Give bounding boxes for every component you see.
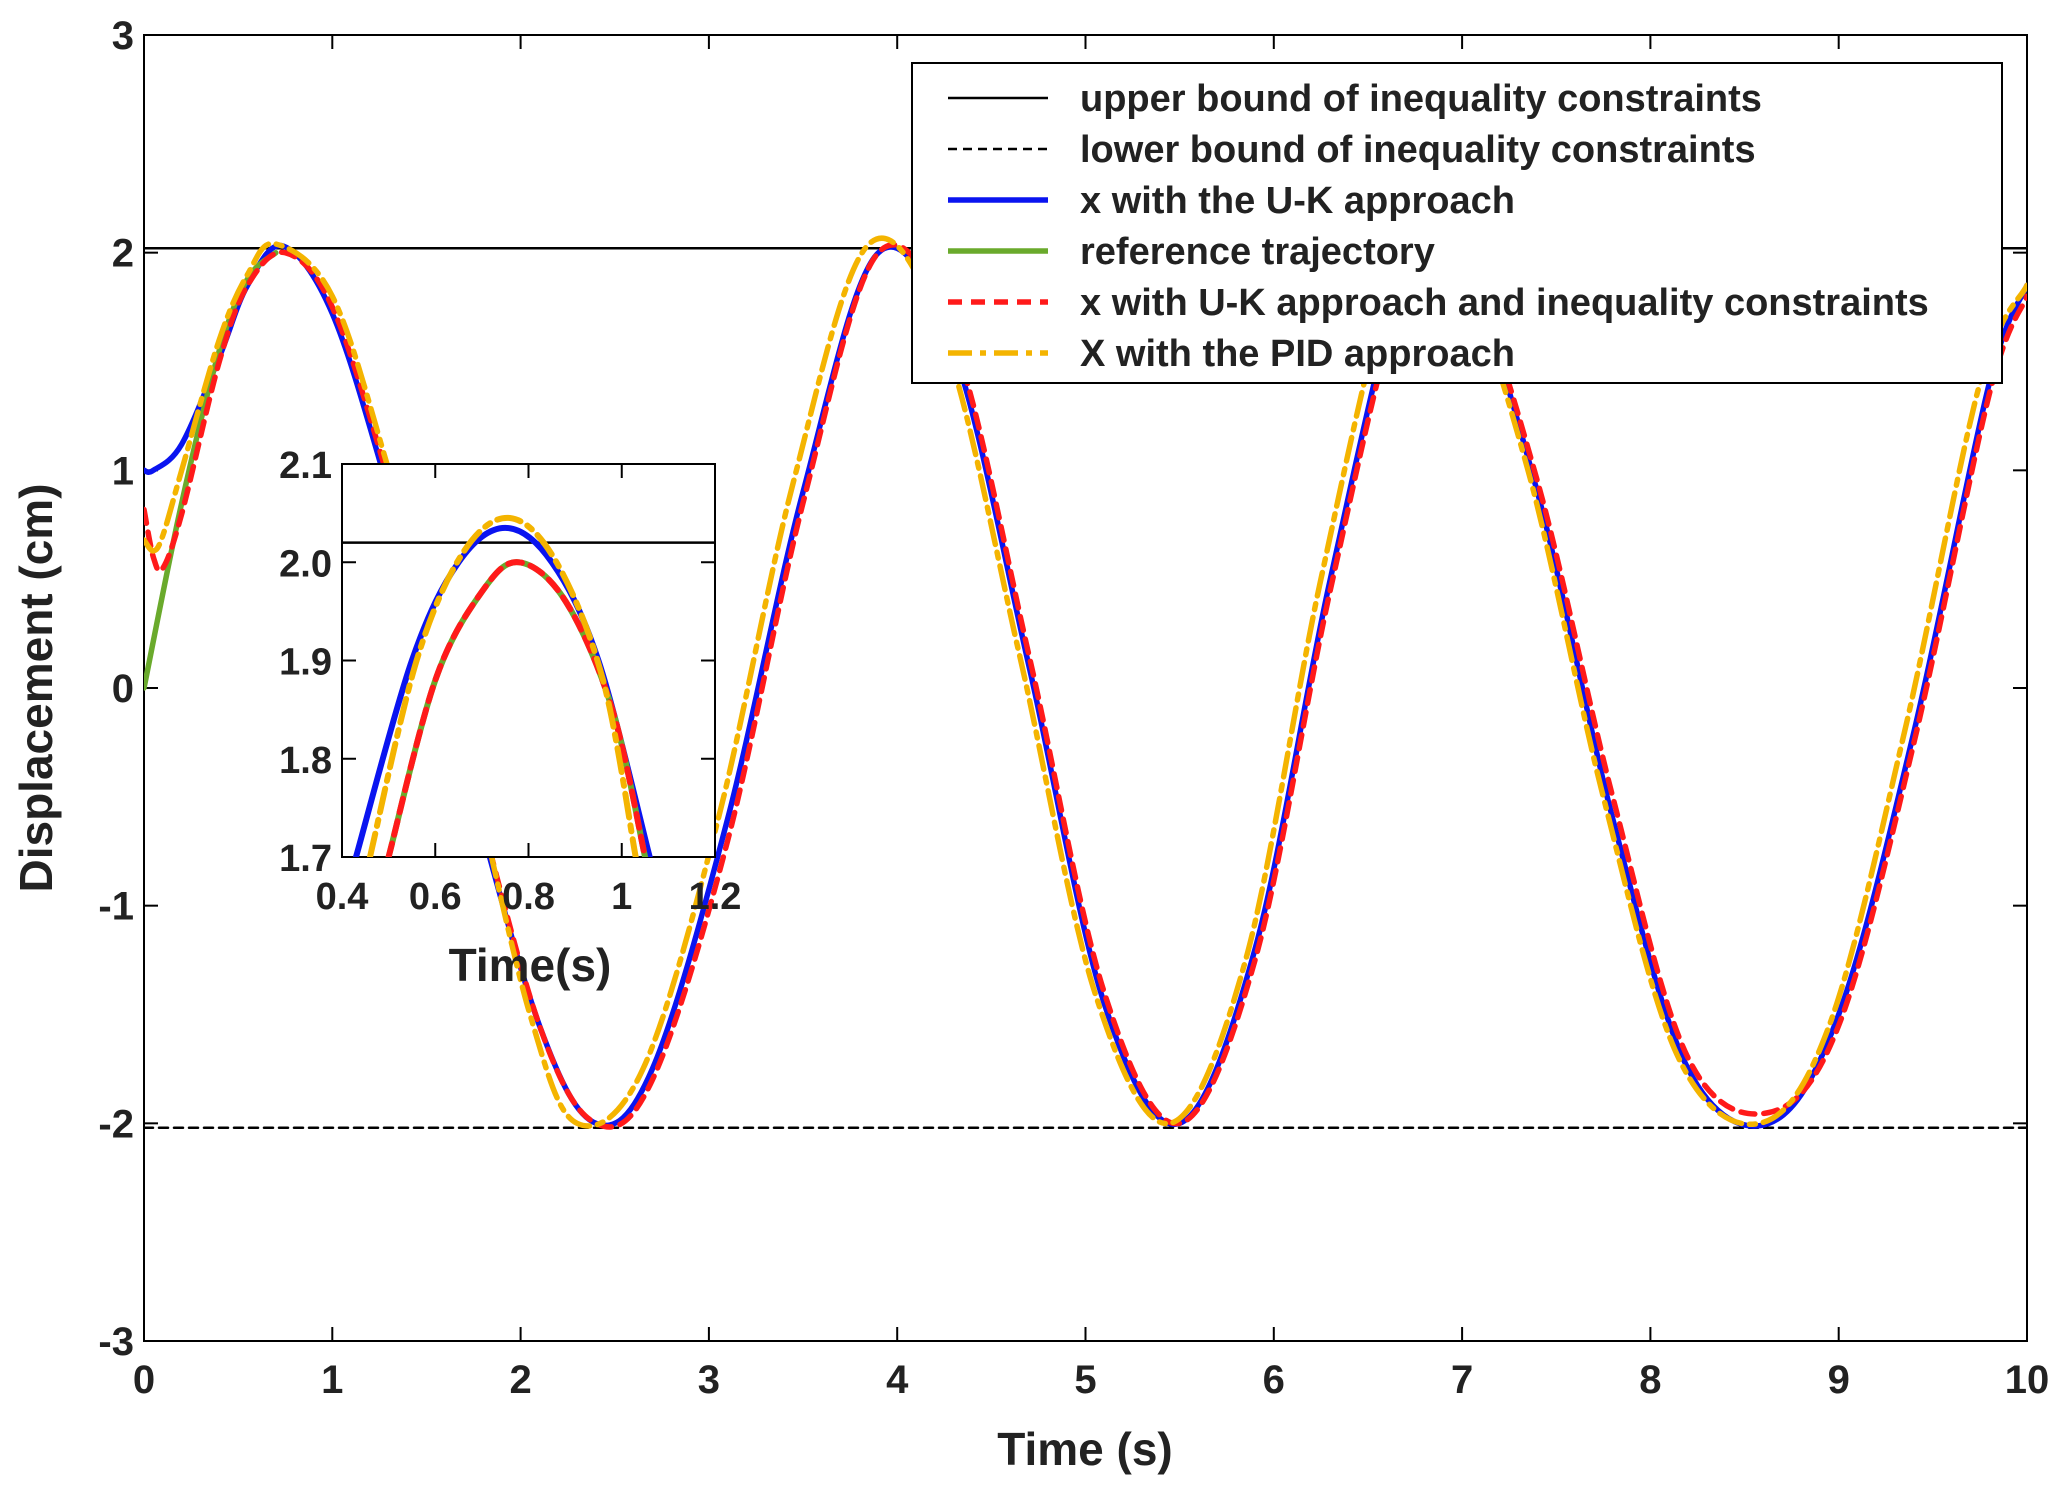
inset-y-tick-label: 1.9 xyxy=(279,642,332,684)
inset-y-tick-label: 2.0 xyxy=(279,543,332,585)
legend-items: upper bound of inequality constraints low… xyxy=(948,78,1929,375)
inset-series-x-with-the-pid-approach xyxy=(367,514,639,857)
legend-box xyxy=(911,62,2003,384)
inset-series-group xyxy=(342,514,715,857)
main-x-tick-label: 9 xyxy=(1828,1358,1850,1402)
legend-label-lower-bound-of-inequality-constraints: lower bound of inequality constraints xyxy=(1080,129,1756,171)
main-y-tick-label: 3 xyxy=(112,14,134,58)
inset-y-tick-label: 1.7 xyxy=(279,838,332,880)
main-y-axis: -3 -2 -1 0 1 2 3 xyxy=(98,14,2027,1364)
main-x-tick-label: 6 xyxy=(1263,1358,1285,1402)
main-series-x-with-u-k-approach-and-inequality-constraints xyxy=(144,238,2027,1130)
main-x-tick-label: 1 xyxy=(321,1358,343,1402)
inset-plot: 0.4 0.6 0.8 1 1.2 1.7 1.8 1.9 2.0 2.1 Time(s) xyxy=(279,445,741,991)
main-x-tick-label: 3 xyxy=(698,1358,720,1402)
legend: upper bound of inequality constraints low… xyxy=(911,62,2003,384)
main-y-tick-label: -2 xyxy=(98,1102,134,1146)
main-y-tick-label: 2 xyxy=(112,232,134,276)
inset-y-tick-label: 1.8 xyxy=(279,740,332,782)
main-x-tick-label: 4 xyxy=(886,1358,909,1402)
inset-x-axis: 0.4 0.6 0.8 1 1.2 xyxy=(316,464,742,918)
main-x-tick-label: 10 xyxy=(2005,1358,2050,1402)
main-y-tick-label: -3 xyxy=(98,1320,134,1364)
main-series-x-with-the-pid-approach xyxy=(144,225,2027,1129)
inset-y-axis: 1.7 1.8 1.9 2.0 2.1 xyxy=(279,445,715,880)
inset-series-x-with-u-k-approach-and-inequality-constraints xyxy=(385,559,649,857)
main-x-tick-label: 7 xyxy=(1451,1358,1473,1402)
legend-label-upper-bound-of-inequality-constraints: upper bound of inequality constraints xyxy=(1080,78,1762,120)
inset-x-tick-label: 0.8 xyxy=(502,876,555,918)
inset-x-tick-label: 0.4 xyxy=(316,876,369,918)
inset-x-tick-label: 1 xyxy=(611,876,632,918)
main-x-tick-label: 2 xyxy=(509,1358,531,1402)
main-y-tick-label: 1 xyxy=(112,449,134,493)
inset-y-tick-label: 2.1 xyxy=(279,445,332,487)
main-x-axis-title: Time (s) xyxy=(997,1423,1173,1475)
inset-x-tick-label: 0.6 xyxy=(409,876,462,918)
legend-label-x-with-u-k-approach-and-inequality-constraints: x with U-K approach and inequality const… xyxy=(1080,282,1929,324)
main-y-tick-label: -1 xyxy=(98,885,134,929)
legend-label-x-with-the-u-k-approach: x with the U-K approach xyxy=(1080,180,1515,222)
main-x-axis: 0 1 2 3 4 5 6 7 8 9 10 xyxy=(133,35,2049,1402)
main-x-tick-label: 5 xyxy=(1074,1358,1096,1402)
legend-label-reference-trajectory: reference trajectory xyxy=(1080,231,1435,273)
main-y-tick-label: 0 xyxy=(112,667,134,711)
main-x-tick-label: 8 xyxy=(1639,1358,1661,1402)
main-x-tick-label: 0 xyxy=(133,1358,155,1402)
inset-x-tick-label: 1.2 xyxy=(689,876,742,918)
inset-x-axis-title: Time(s) xyxy=(449,939,612,991)
legend-label-x-with-the-pid-approach: X with the PID approach xyxy=(1080,333,1515,375)
main-y-axis-title: Displacement (cm) xyxy=(10,483,62,892)
